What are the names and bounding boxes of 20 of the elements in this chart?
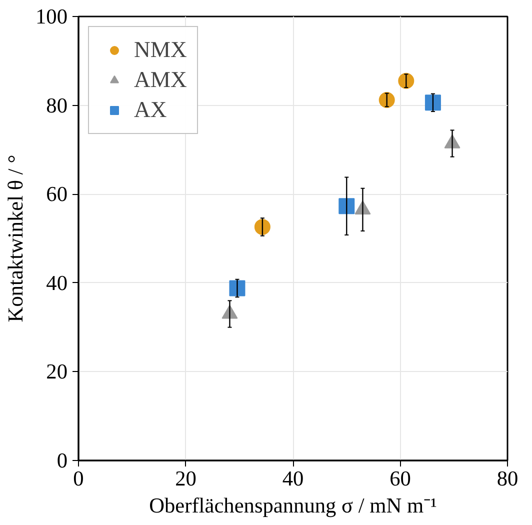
x-axis-title: Oberflächenspannung σ / mN m⁻¹: [149, 494, 437, 518]
x-tick-label: 80: [496, 466, 518, 490]
x-tick-label: 40: [282, 466, 304, 490]
y-tick-label: 40: [46, 270, 68, 295]
point: [338, 198, 355, 214]
legend-label: AX: [134, 97, 167, 123]
x-tick-label: 60: [390, 466, 411, 490]
y-tick-label: 0: [56, 448, 68, 472]
legend-label: NMX: [134, 37, 187, 63]
y-tick-label: 100: [36, 4, 68, 28]
x-tick-label: 20: [175, 466, 196, 490]
point: [229, 280, 246, 296]
y-axis-title: Kontaktwinkel θ / °: [4, 154, 28, 322]
point: [424, 94, 441, 111]
y-tick-label: 80: [46, 93, 68, 118]
point: [254, 218, 270, 235]
y-tick-label: 60: [46, 182, 68, 206]
y-tick-label: 20: [46, 360, 68, 384]
x-tick-label: 0: [73, 466, 84, 490]
legend-label: AMX: [134, 67, 187, 93]
